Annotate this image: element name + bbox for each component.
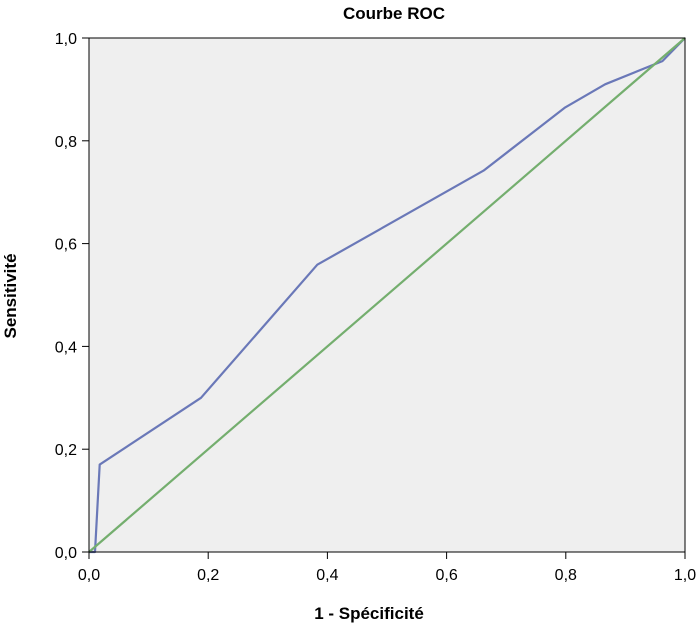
- series-line-2: [88, 37, 686, 553]
- x-tick-label: 0,6: [435, 567, 457, 584]
- chart-title: Courbe ROC: [343, 4, 445, 23]
- y-tick-label: 1,0: [55, 31, 77, 48]
- y-tick-label: 0,4: [55, 339, 77, 356]
- x-tick-label: 0,0: [78, 567, 100, 584]
- x-tick-label: 0,8: [555, 567, 577, 584]
- axes: 0,0 0,2 0,4 0,6 0,8 1,0 0,0 0,2 0,4 0,6 0,8 1,0: [55, 31, 696, 584]
- y-tick-label: 0,8: [55, 134, 77, 151]
- y-axis-label: Sensitivité: [1, 253, 20, 338]
- x-tick-label: 0,2: [197, 567, 219, 584]
- plot-frame: [88, 37, 686, 553]
- x-tick-label: 0,4: [316, 567, 338, 584]
- x-tick-label: 1,0: [674, 567, 696, 584]
- series-layer: [88, 37, 686, 554]
- y-tick-label: 0,0: [55, 545, 77, 562]
- y-tick-label: 0,6: [55, 237, 77, 254]
- series-line-1: [89, 37, 686, 554]
- x-axis-label: 1 - Spécificité: [314, 604, 424, 623]
- y-tick-label: 0,2: [55, 442, 77, 459]
